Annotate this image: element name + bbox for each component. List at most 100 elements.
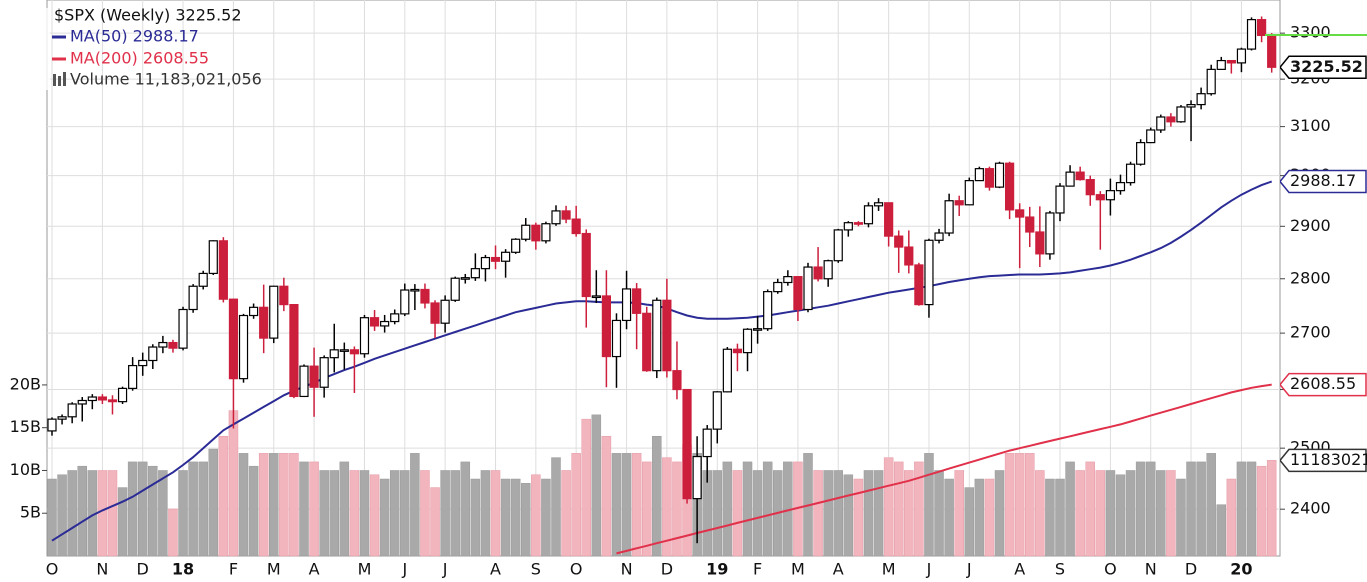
volume-bar xyxy=(460,461,471,557)
candle-body xyxy=(702,428,712,458)
volume-bar xyxy=(662,457,672,557)
candle-body xyxy=(501,251,511,262)
volume-bar xyxy=(107,470,118,557)
y2-tick-label: 5B xyxy=(20,503,41,522)
volume-bar xyxy=(551,457,561,557)
candle-body xyxy=(107,399,118,403)
candle-body xyxy=(97,396,108,401)
x-tick-label: 18 xyxy=(172,560,194,579)
candle-body xyxy=(783,276,793,284)
candle-body xyxy=(1085,179,1095,196)
candle-body xyxy=(611,319,622,358)
value-box-label: 2988.17 xyxy=(1290,171,1356,190)
y-tick-label: 3300 xyxy=(1290,23,1331,42)
x-tick-label: A xyxy=(833,560,844,579)
legend-swatch xyxy=(58,76,61,86)
value-box xyxy=(1280,372,1367,397)
candle-body xyxy=(571,218,581,235)
volume-bar xyxy=(521,483,531,557)
candle-body xyxy=(1125,163,1136,184)
volume-bar xyxy=(1115,474,1126,557)
candle-body xyxy=(682,388,692,500)
volume-bar xyxy=(248,465,259,557)
volume-bar xyxy=(722,461,733,557)
legend-swatch xyxy=(63,72,66,86)
candle-body xyxy=(853,222,864,225)
candle-body xyxy=(823,260,833,280)
x-tick-label: D xyxy=(661,560,673,579)
volume-bar xyxy=(127,461,138,557)
legend-item: MA(50) 2988.17 xyxy=(70,27,199,46)
volume-bar xyxy=(208,448,219,557)
x-tick-label: N xyxy=(96,560,108,579)
x-tick-label: A xyxy=(490,560,501,579)
volume-bar xyxy=(1145,461,1156,557)
x-tick-label: 19 xyxy=(706,560,728,579)
volume-bar xyxy=(1166,470,1176,557)
candle-body xyxy=(732,348,743,354)
volume-bar xyxy=(440,470,450,557)
volume-bar xyxy=(601,435,612,557)
candle-body xyxy=(813,266,823,280)
volume-bar xyxy=(188,461,198,557)
volume-bar xyxy=(893,461,904,557)
volume-bar xyxy=(1014,453,1025,557)
volume-bar xyxy=(1055,478,1065,557)
candle-body xyxy=(117,387,128,403)
candle-body xyxy=(279,285,289,306)
candle-body xyxy=(168,341,178,349)
candle-body xyxy=(672,370,682,391)
volume-bar xyxy=(400,470,410,557)
volume-bar xyxy=(258,453,269,557)
volume-bar xyxy=(904,470,914,557)
volume-bar xyxy=(853,478,864,557)
candle-body xyxy=(934,232,944,241)
volume-bar xyxy=(349,470,360,557)
volume-bar xyxy=(984,478,995,557)
candle-body xyxy=(561,210,571,220)
volume-bar xyxy=(480,470,491,557)
volume-bar xyxy=(1266,460,1277,557)
volume-bar xyxy=(117,487,128,557)
candle-body xyxy=(198,272,208,287)
volume-bar xyxy=(621,453,632,557)
volume-bar xyxy=(319,470,329,557)
candle-body xyxy=(632,288,642,314)
candle-body xyxy=(57,416,67,420)
candle-body xyxy=(450,277,460,301)
candle-body xyxy=(269,285,279,339)
volume-bar xyxy=(279,453,289,557)
candle-body xyxy=(1025,216,1035,233)
volume-bar xyxy=(863,470,874,557)
candle-body xyxy=(1004,162,1015,211)
volume-bar xyxy=(1004,453,1015,557)
candle-body xyxy=(309,365,319,388)
candle-body xyxy=(249,306,259,317)
candle-body xyxy=(531,224,541,242)
volume-bar xyxy=(652,435,662,557)
x-tick-label: S xyxy=(531,560,541,579)
volume-bar xyxy=(1226,478,1237,557)
volume-bar xyxy=(742,461,753,557)
volume-bar xyxy=(450,470,460,557)
volume-bar xyxy=(228,410,239,557)
candle-body xyxy=(541,223,551,242)
candle-body xyxy=(228,298,239,380)
volume-bar xyxy=(581,418,591,557)
x-tick-label: M xyxy=(882,560,896,579)
volume-bar xyxy=(158,470,168,557)
volume-bar xyxy=(410,453,420,557)
legend-title: $SPX (Weekly) 3225.52 xyxy=(54,6,242,25)
volume-bar xyxy=(843,474,854,557)
candle-body xyxy=(259,306,269,339)
x-tick-label: O xyxy=(46,560,59,579)
volume-bar xyxy=(641,461,652,557)
volume-bar xyxy=(672,461,682,557)
volume-bar xyxy=(1206,453,1216,557)
volume-bar xyxy=(1186,461,1196,557)
x-tick-label: N xyxy=(621,560,633,579)
candle-body xyxy=(621,288,632,322)
volume-bar xyxy=(1045,478,1055,557)
candle-body xyxy=(763,291,773,330)
volume-bar xyxy=(1236,461,1247,557)
